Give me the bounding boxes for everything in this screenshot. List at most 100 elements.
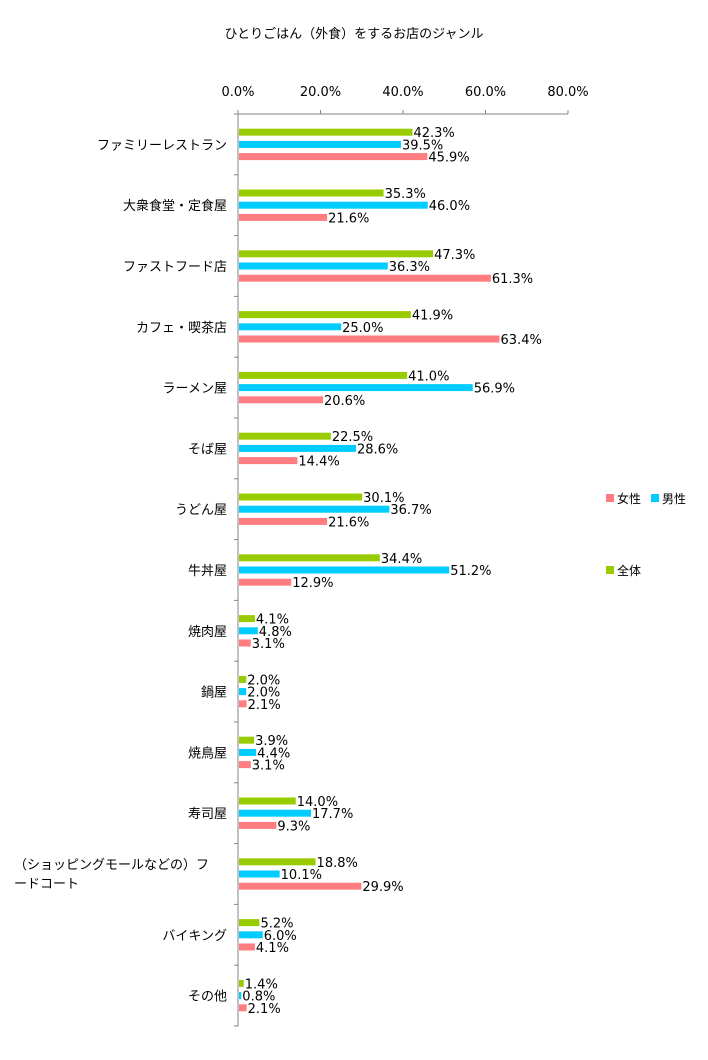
category-label: そば屋 <box>188 442 227 457</box>
category-label: カフェ・喫茶店 <box>136 320 227 336</box>
legend-swatch <box>606 494 614 502</box>
category-label: ファミリーレストラン <box>97 138 227 153</box>
x-tick-label: 0.0% <box>221 85 254 100</box>
bar-女性-12 <box>239 882 362 890</box>
data-label: 2.0% <box>247 686 280 701</box>
legend-label: 女性 <box>617 491 641 506</box>
bar-男性-6 <box>239 505 390 513</box>
data-label: 61.3% <box>492 272 533 287</box>
data-label: 18.8% <box>317 856 358 871</box>
bar-全体-0 <box>239 128 413 136</box>
category-label: 寿司屋 <box>188 807 227 822</box>
data-label: 30.1% <box>363 491 404 506</box>
bar-女性-1 <box>239 213 328 221</box>
data-label: 4.8% <box>259 625 292 640</box>
bar-女性-6 <box>239 517 328 525</box>
bar-男性-4 <box>239 384 473 392</box>
bar-男性-7 <box>239 566 450 574</box>
legend-swatch <box>651 494 659 502</box>
data-label: 21.6% <box>328 515 369 530</box>
data-label: 3.1% <box>252 759 285 774</box>
bar-全体-14 <box>239 979 244 987</box>
x-tick-label: 20.0% <box>300 85 341 100</box>
data-label: 35.3% <box>385 187 426 202</box>
data-label: 45.9% <box>428 151 469 166</box>
category-label: 鍋屋 <box>201 685 227 701</box>
data-label: 56.9% <box>474 382 515 397</box>
data-label: 4.1% <box>256 613 289 628</box>
bar-男性-3 <box>239 323 342 331</box>
bar-女性-14 <box>239 1004 247 1012</box>
data-label: 42.3% <box>413 126 454 141</box>
bar-男性-9 <box>239 688 247 696</box>
data-label: 46.0% <box>429 199 470 214</box>
data-label: 17.7% <box>312 807 353 822</box>
bar-男性-8 <box>239 627 258 635</box>
data-label: 10.1% <box>281 868 322 883</box>
data-label: 36.3% <box>389 260 430 275</box>
data-label: 25.0% <box>342 321 383 336</box>
bar-全体-8 <box>239 615 255 623</box>
data-label: 14.0% <box>297 795 338 810</box>
data-label: 36.7% <box>390 503 431 518</box>
data-label: 34.4% <box>381 552 422 567</box>
bar-全体-9 <box>239 675 247 683</box>
bar-男性-13 <box>239 931 263 939</box>
bar-全体-12 <box>239 858 316 866</box>
bar-全体-5 <box>239 432 331 440</box>
data-label: 4.4% <box>257 746 290 761</box>
data-label: 2.1% <box>248 1002 281 1017</box>
bar-女性-0 <box>239 153 428 161</box>
bar-女性-10 <box>239 761 251 769</box>
category-label: 大衆食堂・定食屋 <box>123 198 227 214</box>
category-label: （ショッピングモールなどの）フードコート <box>14 858 209 892</box>
category-label: バイキング <box>162 929 227 944</box>
data-label: 9.3% <box>277 819 310 834</box>
category-label-line: ードコート <box>14 877 79 892</box>
data-label: 0.8% <box>242 990 275 1005</box>
bar-女性-4 <box>239 396 323 404</box>
bar-全体-7 <box>239 554 380 562</box>
bar-全体-4 <box>239 371 408 379</box>
legend-label: 全体 <box>617 563 641 578</box>
bar-全体-11 <box>239 797 296 805</box>
x-tick-label: 40.0% <box>382 85 423 100</box>
bar-男性-1 <box>239 201 428 209</box>
data-label: 3.9% <box>255 734 288 749</box>
x-tick-label: 60.0% <box>465 85 506 100</box>
bar-男性-11 <box>239 809 312 817</box>
category-label: ファストフード店 <box>123 260 227 275</box>
data-label: 12.9% <box>292 576 333 591</box>
data-label: 63.4% <box>501 333 542 348</box>
bar-全体-1 <box>239 189 384 197</box>
bar-全体-3 <box>239 311 411 319</box>
legend-label: 男性 <box>662 492 686 506</box>
category-label-line: （ショッピングモールなどの）フ <box>14 858 209 873</box>
bar-全体-2 <box>239 250 434 258</box>
bar-女性-9 <box>239 700 247 708</box>
data-label: 41.9% <box>412 309 453 324</box>
data-label: 14.4% <box>298 455 339 470</box>
bar-全体-10 <box>239 736 255 744</box>
data-label: 6.0% <box>264 929 297 944</box>
bar-男性-0 <box>239 140 401 148</box>
bar-男性-14 <box>239 992 242 1000</box>
data-label: 28.6% <box>357 442 398 457</box>
bar-女性-11 <box>239 821 277 829</box>
x-tick-label: 80.0% <box>547 85 588 100</box>
category-label: うどん屋 <box>175 503 227 518</box>
data-label: 20.6% <box>324 394 365 409</box>
data-label: 21.6% <box>328 211 369 226</box>
data-label: 2.1% <box>248 698 281 713</box>
bar-女性-3 <box>239 335 500 343</box>
bar-男性-2 <box>239 262 388 270</box>
category-label: その他 <box>188 990 227 1005</box>
data-label: 29.9% <box>362 880 403 895</box>
category-label: 焼鳥屋 <box>188 746 227 761</box>
data-label: 22.5% <box>332 430 373 445</box>
data-label: 2.0% <box>247 673 280 688</box>
data-label: 51.2% <box>450 564 491 579</box>
bar-全体-6 <box>239 493 363 501</box>
data-label: 39.5% <box>402 138 443 153</box>
data-label: 4.1% <box>256 941 289 956</box>
